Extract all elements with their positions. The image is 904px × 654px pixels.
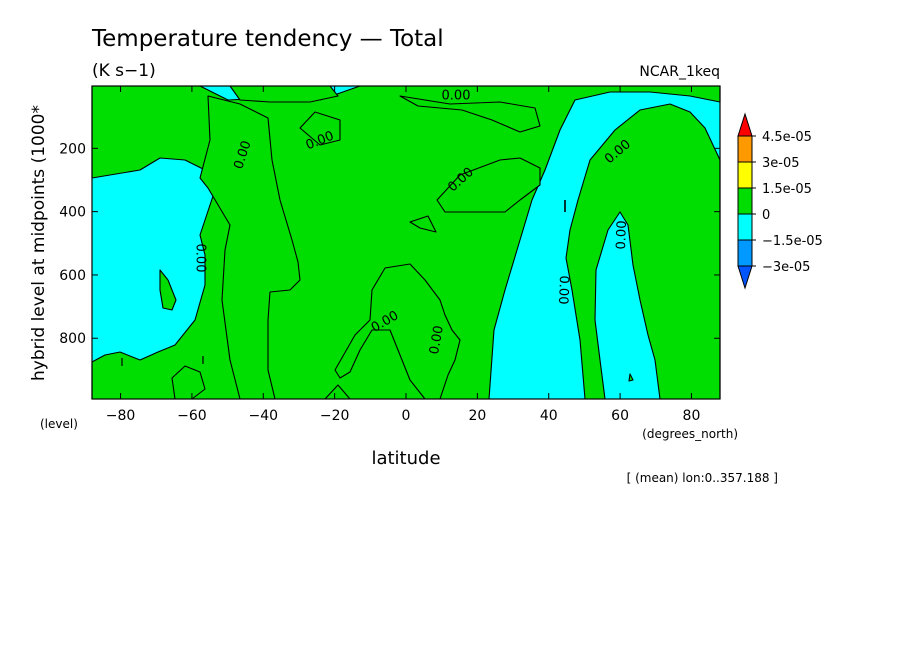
colorbar-segment [737,265,753,290]
x-tick-label: −80 [106,408,136,424]
x-axis-units: (degrees_north) [642,427,738,441]
x-axis-label: latitude [371,448,440,469]
positive-region [399,95,541,133]
contour-mark [628,373,634,382]
x-tick-label: −60 [177,408,207,424]
plot-area: 0.000.000.000.000.000.000.000.000.000.00 [91,85,721,400]
colorbar-segment [737,213,753,241]
contour-label: 0.00 [442,89,471,104]
chart-subtitle: (K s−1) [92,61,156,81]
x-tick-label: 20 [468,408,486,424]
positive-region [199,95,301,400]
positive-region [299,111,341,146]
colorbar: 4.5e-05 3e-05 1.5e-05 0 −1.5e-05 −3e-05 [737,112,823,290]
colorbar-label: 0 [762,208,770,223]
x-axis: −80 −60 −40 −20 0 20 40 60 80 [106,86,701,424]
colorbar-label: −1.5e-05 [762,234,823,249]
positive-region [334,263,461,400]
y-tick-label: 200 [59,141,86,157]
positive-region [409,215,437,233]
positive-region [159,269,177,311]
colorbar-label: −3e-05 [762,260,810,275]
y-tick-label: 800 [59,331,86,347]
colorbar-segment [737,187,753,215]
x-tick-label: 80 [683,408,701,424]
colorbar-label: 3e-05 [762,156,800,171]
contour-label: 0.00 [614,220,630,249]
colorbar-segment [737,112,753,137]
colorbar-label: 4.5e-05 [762,130,812,145]
positive-region [436,157,541,213]
colorbar-label: 1.5e-05 [762,182,812,197]
x-tick-label: 0 [402,408,411,424]
colorbar-segment [737,161,753,189]
positive-regions [91,85,721,400]
x-tick-label: −40 [248,408,278,424]
x-tick-label: 40 [540,408,558,424]
colorbar-segment [737,135,753,163]
contour-label: 0.00 [193,244,208,273]
y-axis: 200 400 600 800 [59,141,720,347]
colorbar-segment [737,239,753,267]
y-tick-label: 400 [59,205,86,221]
contour-label: 0.00 [427,324,447,355]
x-tick-label: −20 [320,408,350,424]
dataset-label: NCAR_1keq [639,64,720,80]
y-tick-label: 600 [59,268,86,284]
x-tick-label: 60 [611,408,629,424]
y-axis-label: hybrid level at midpoints (1000* [29,105,49,381]
contour-label: 0.00 [555,275,571,304]
positive-region [229,85,339,103]
chart-title: Temperature tendency — Total [91,26,444,52]
footer-note: [ (mean) lon:0..357.188 ] [627,471,778,485]
y-axis-units: (level) [40,417,78,431]
